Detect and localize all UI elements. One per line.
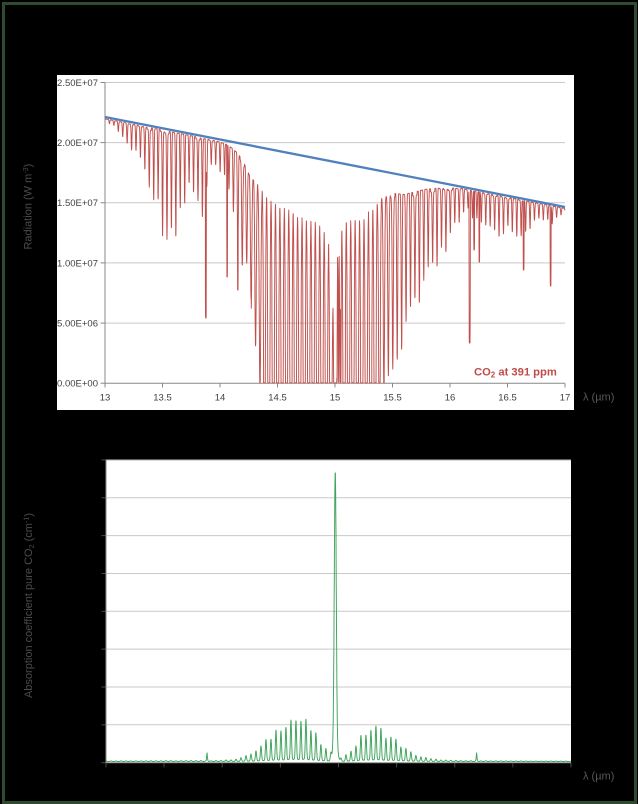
svg-text:λ (µm): λ (µm) [583, 771, 614, 783]
svg-text:λ (µm): λ (µm) [583, 392, 614, 404]
svg-text:15.5: 15.5 [383, 392, 402, 403]
svg-text:Radiation (W m-3): Radiation (W m-3) [21, 164, 34, 250]
svg-text:15: 15 [330, 392, 341, 403]
svg-text:0.00E+00: 0.00E+00 [57, 379, 98, 390]
svg-text:14.5: 14.5 [268, 392, 287, 403]
svg-text:1.50E+07: 1.50E+07 [57, 198, 98, 209]
svg-text:2.50E+07: 2.50E+07 [57, 78, 98, 89]
svg-text:17: 17 [560, 392, 571, 403]
svg-text:CO2 at 391 ppm: CO2 at 391 ppm [474, 367, 557, 380]
svg-text:16.5: 16.5 [498, 392, 517, 403]
svg-text:5.00E+06: 5.00E+06 [57, 319, 98, 330]
svg-text:16: 16 [445, 392, 456, 403]
svg-text:1.00E+07: 1.00E+07 [57, 258, 98, 269]
svg-text:Absorption coefficient pure CO: Absorption coefficient pure CO2 (cm-1) [22, 513, 36, 698]
svg-text:13: 13 [100, 392, 111, 403]
svg-text:2.00E+07: 2.00E+07 [57, 138, 98, 149]
svg-text:13.5: 13.5 [153, 392, 172, 403]
svg-text:14: 14 [215, 392, 226, 403]
